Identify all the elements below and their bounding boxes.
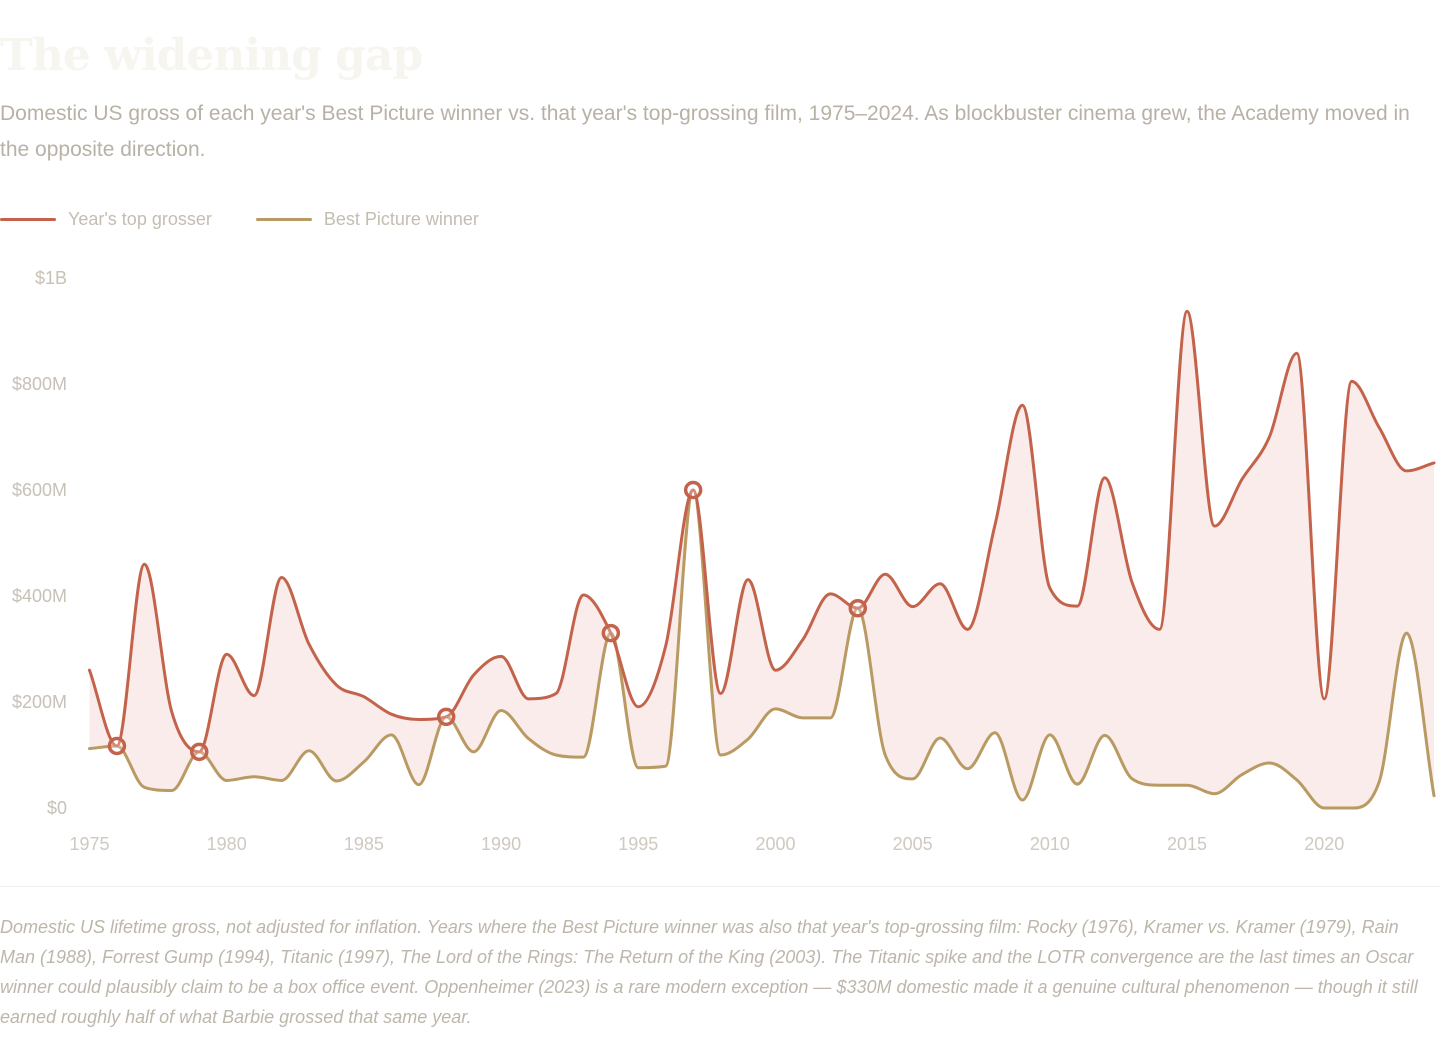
coincident-year-marker (848, 598, 868, 618)
legend-item-best-picture: Best Picture winner (255, 208, 479, 230)
coincident-year-marker (436, 707, 456, 727)
y-tick-label: $800M (12, 374, 67, 394)
legend-swatch-top-grosser (0, 217, 56, 221)
y-tick-label: $600M (12, 480, 67, 500)
chart-subtitle: Domestic US gross of each year's Best Pi… (0, 102, 1410, 161)
x-tick-label: 2015 (1167, 834, 1207, 854)
y-tick-label: $0 (47, 798, 67, 818)
legend-swatch-best-picture (255, 217, 312, 221)
y-tick-label: $1B (35, 268, 67, 288)
y-tick-label: $400M (12, 586, 67, 606)
line-chart: $0$200M$400M$600M$800M$1B 1975 1980 1985 19… (12, 268, 1436, 854)
legend-label-top-grosser: Year's top grosser (68, 208, 212, 229)
x-tick-label: 1995 (618, 834, 658, 854)
plot-area (88, 309, 1436, 810)
y-axis: $0 $200M $400M $600M $800M $1B (12, 268, 67, 818)
x-tick-label: 1985 (344, 834, 384, 854)
series-line-top-grosser (88, 309, 1436, 754)
legend: Year's top grosser Best Picture winner (0, 208, 523, 230)
series-line-best-picture-winner (88, 488, 1436, 810)
coincident-year-marker (601, 623, 621, 643)
x-tick-label: 1975 (69, 834, 109, 854)
x-tick-label: 2005 (893, 834, 933, 854)
coincident-year-marker (190, 742, 209, 762)
legend-item-top-grosser: Year's top grosser (0, 209, 212, 230)
chart-title: The widening gap (0, 30, 423, 81)
gap-area (89, 311, 1434, 808)
coincident-year-marker (107, 736, 127, 756)
x-tick-label: 2000 (755, 834, 795, 854)
x-tick-label: 1990 (481, 834, 521, 854)
y-tick-label: $200M (12, 692, 67, 712)
x-tick-label: 2020 (1304, 834, 1344, 854)
coincident-year-marker (683, 480, 703, 500)
legend-label-best-picture: Best Picture winner (323, 208, 479, 229)
footnote-divider (0, 886, 1440, 887)
footnote: Domestic US lifetime gross, not adjusted… (0, 917, 1418, 1027)
x-tick-label: 1980 (207, 834, 247, 854)
x-axis: 1975 1980 1985 1990 1995 2000 2005 2010 2015 2020 (69, 834, 1344, 854)
x-tick-label: 2010 (1030, 834, 1070, 854)
